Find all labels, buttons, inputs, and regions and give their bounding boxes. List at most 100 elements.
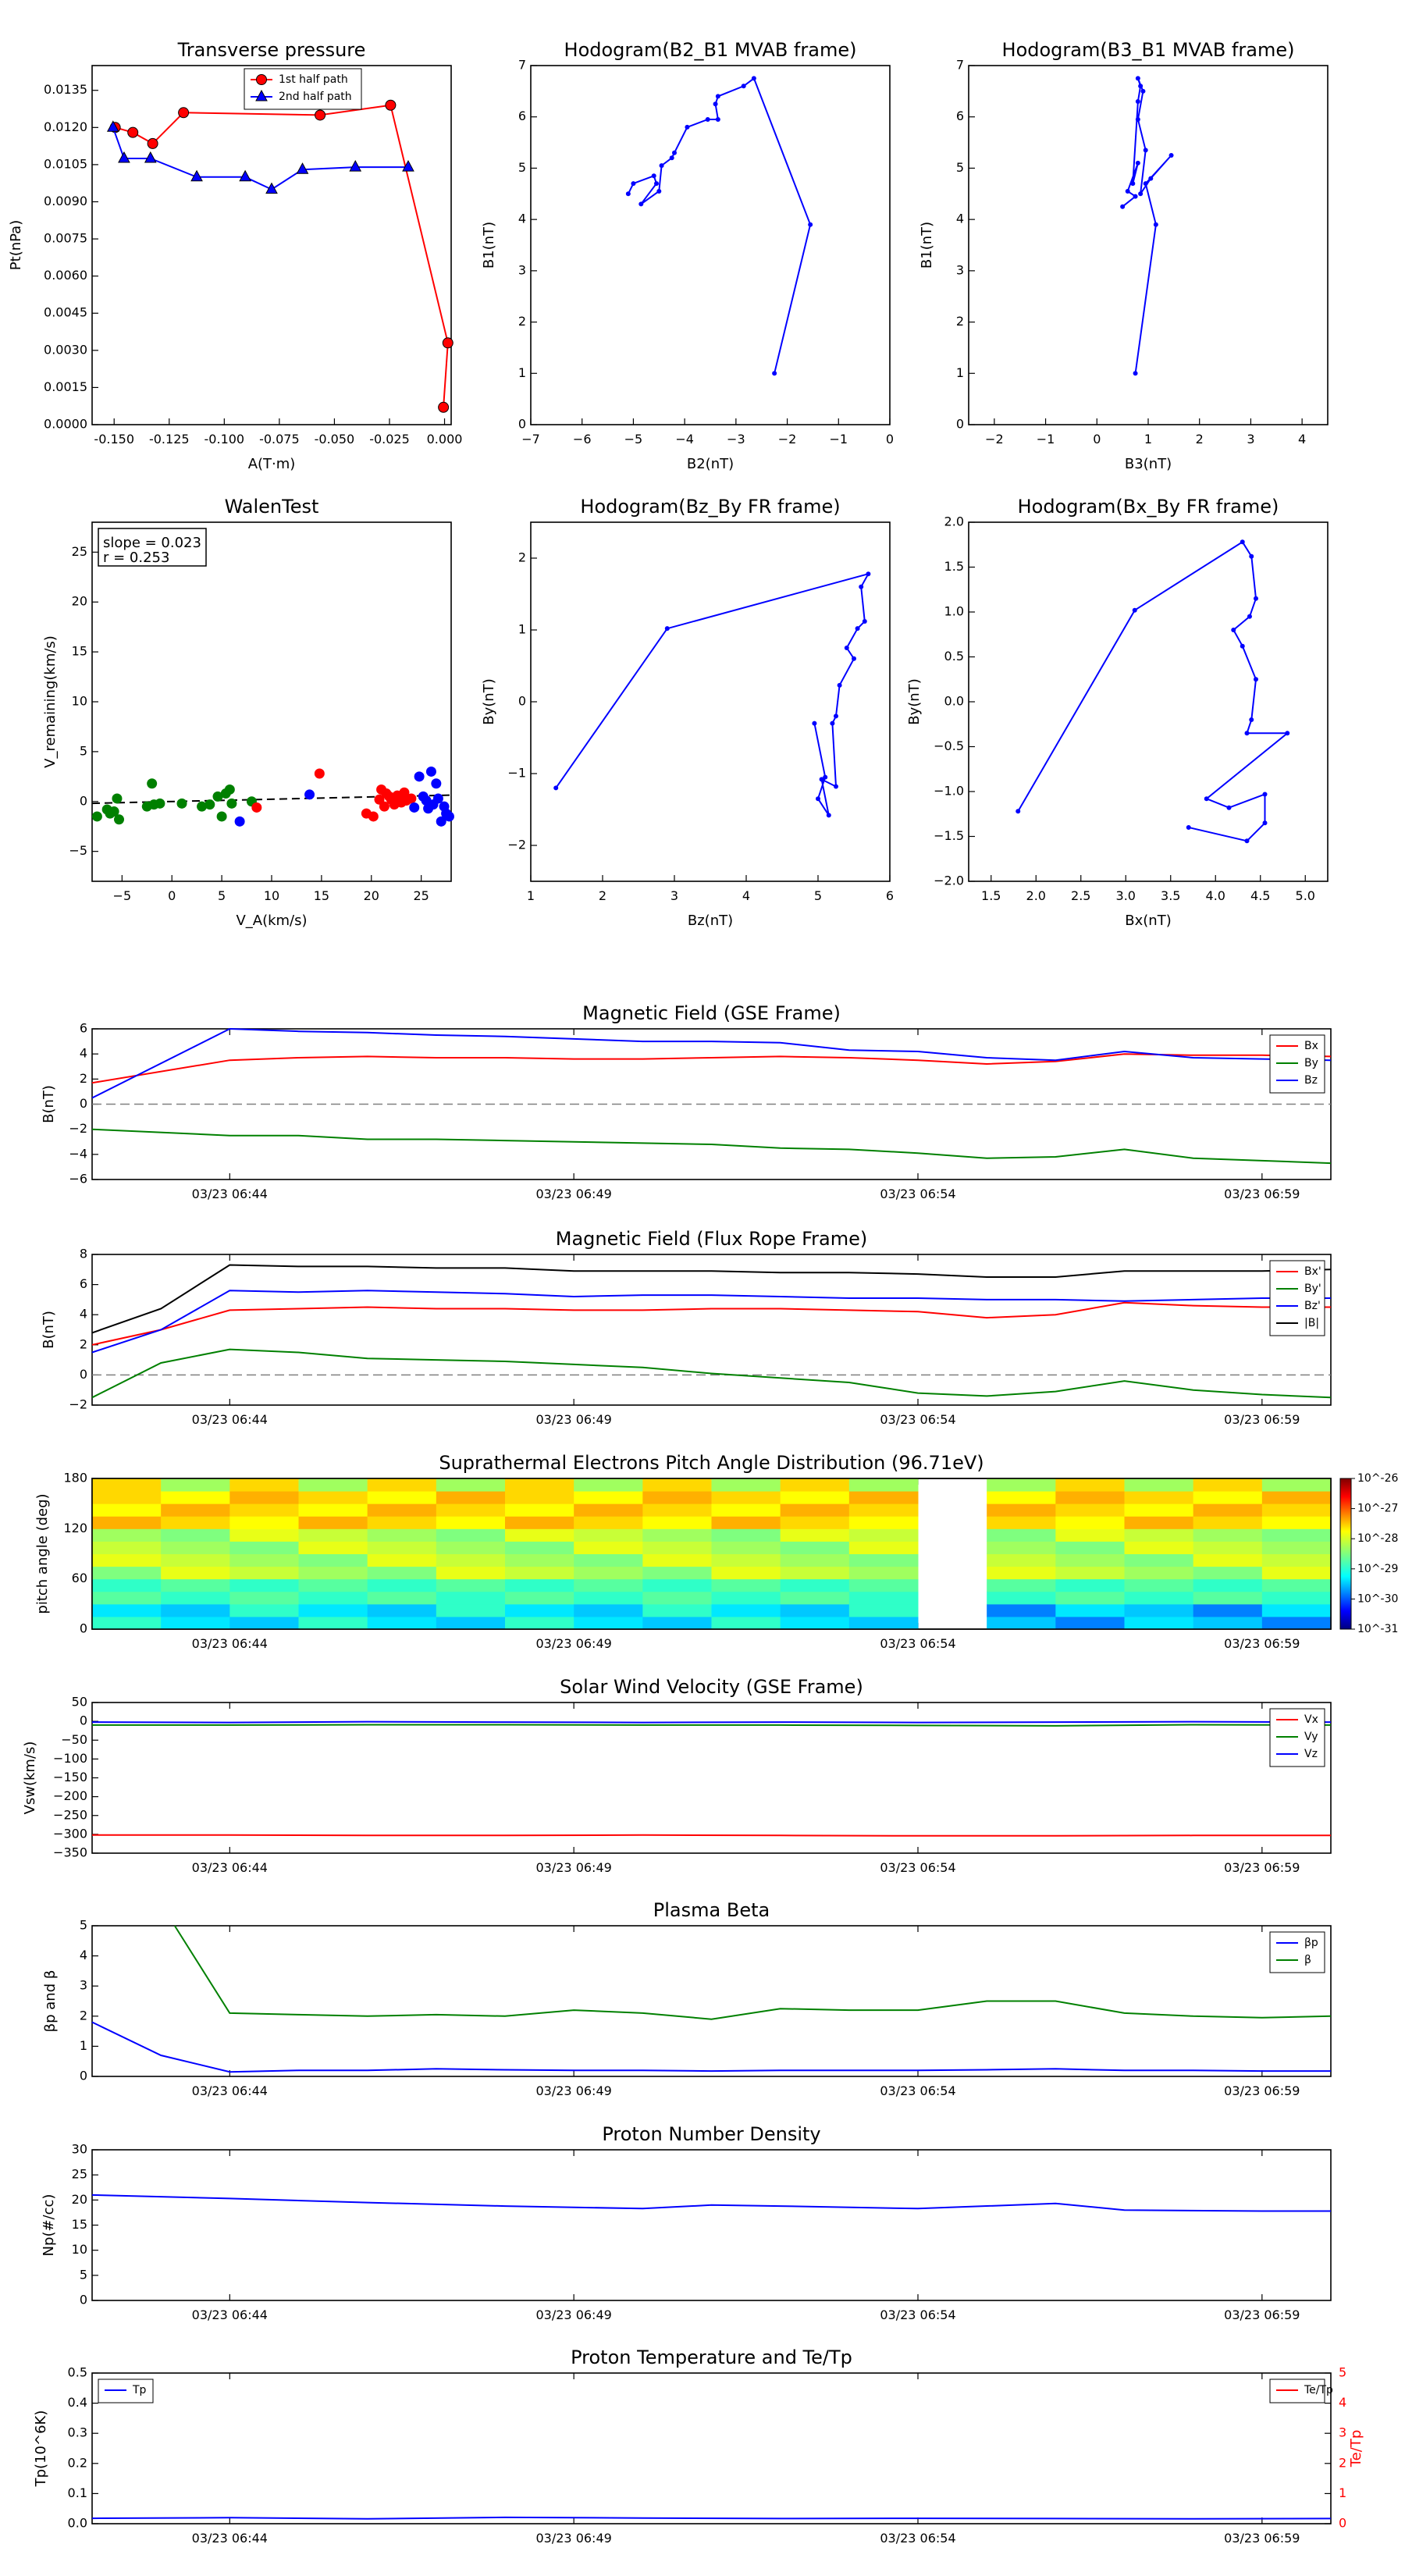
data-point xyxy=(1148,176,1154,181)
data-point xyxy=(1247,614,1252,619)
x-axis-label: B3(nT) xyxy=(1125,456,1172,472)
series-line-Tp xyxy=(91,2516,1332,2520)
heatmap-cell xyxy=(229,1553,299,1567)
heatmap-cell xyxy=(298,1603,368,1617)
y-tick-label: −2 xyxy=(507,838,526,852)
heatmap-cell xyxy=(161,1578,230,1592)
data-point xyxy=(1240,539,1245,545)
chart-panel-4: Hodogram(Bz_By FR frame) −2 −1 0 1 2 1 2 3 4 5 6 By(… xyxy=(481,496,894,929)
data-point xyxy=(436,816,446,827)
data-point xyxy=(654,181,659,187)
series-line-Bz' xyxy=(91,1290,1331,1354)
heatmap-cell xyxy=(92,1603,162,1617)
annotation-r: r = 0.253 xyxy=(103,550,169,566)
chart-panel-12: Proton Temperature and Te/Tp 03/23 06:44 0… xyxy=(33,2347,1364,2546)
heatmap-cell xyxy=(161,1491,230,1504)
y-tick-label: 2.0 xyxy=(944,514,964,529)
colorbar-tick-label: 10^-31 xyxy=(1357,1623,1398,1635)
chart-panel-10: Plasma Beta 03/23 06:44 03/23 06:49 03/23 0… xyxy=(42,1899,1332,2098)
heatmap-cell xyxy=(711,1603,781,1617)
y-tick-label: 7 xyxy=(956,58,964,73)
data-point xyxy=(106,120,119,132)
chart-title: Hodogram(B2_B1 MVAB frame) xyxy=(564,39,857,61)
y-tick-label: −2.0 xyxy=(934,873,964,888)
y-tick-label: 1 xyxy=(1339,2485,1346,2500)
legend-label: 2nd half path xyxy=(279,91,352,103)
x-tick-label: 1 xyxy=(527,888,535,903)
heatmap-cell xyxy=(711,1528,781,1542)
heatmap-cell xyxy=(1055,1566,1125,1580)
heatmap-cell xyxy=(505,1566,574,1580)
plot-frame xyxy=(530,521,891,882)
x-tick-label: −6 xyxy=(573,432,592,447)
heatmap-cell xyxy=(1124,1553,1194,1567)
data-point xyxy=(216,811,227,822)
data-point xyxy=(1120,204,1126,209)
heatmap-cell xyxy=(780,1616,850,1630)
series-line-main xyxy=(91,2194,1331,2212)
series-line-Vx xyxy=(92,1834,1331,1837)
y-tick-label: −2 xyxy=(69,1397,87,1412)
plot-frame xyxy=(91,1478,1332,1630)
heatmap-cell xyxy=(298,1478,368,1492)
y-tick-label: 1.5 xyxy=(944,559,964,574)
heatmap-cell xyxy=(298,1491,368,1504)
heatmap-cell xyxy=(229,1528,299,1542)
data-point xyxy=(178,107,190,119)
heatmap-cell xyxy=(436,1566,506,1580)
data-point xyxy=(385,99,397,111)
x-tick-label: 03/23 06:59 xyxy=(1224,1636,1300,1651)
heatmap-cell xyxy=(1124,1478,1194,1492)
heatmap-cell xyxy=(436,1616,506,1630)
heatmap-cell xyxy=(367,1528,437,1542)
data-point xyxy=(190,169,203,182)
data-point xyxy=(741,84,746,89)
y-tick-label: 30 xyxy=(72,2142,87,2157)
data-point xyxy=(1244,731,1250,736)
heatmap-cell xyxy=(711,1541,781,1554)
legend-box xyxy=(1269,1931,1325,1973)
data-point xyxy=(1285,731,1290,736)
x-tick-label: 03/23 06:59 xyxy=(1224,1860,1300,1875)
heatmap-cell xyxy=(436,1603,506,1617)
data-point xyxy=(402,160,414,172)
heatmap-cell xyxy=(711,1516,781,1529)
heatmap-cell xyxy=(711,1591,781,1605)
data-point xyxy=(197,801,208,812)
heatmap-cell xyxy=(161,1566,230,1580)
x-axis-label: Bx(nT) xyxy=(1125,913,1171,929)
heatmap-cell xyxy=(505,1541,574,1554)
data-point xyxy=(1135,76,1140,81)
heatmap-cell xyxy=(1261,1566,1332,1580)
hodogram-line xyxy=(1017,540,1290,842)
heatmap-cell xyxy=(780,1591,850,1605)
y-tick-label: 0.0045 xyxy=(44,305,87,320)
heatmap-cell xyxy=(1261,1578,1332,1592)
heatmap-cell xyxy=(92,1553,162,1567)
chart-title: Suprathermal Electrons Pitch Angle Distr… xyxy=(439,1452,984,1474)
heatmap-cell xyxy=(1261,1491,1332,1504)
heatmap-cell xyxy=(367,1516,437,1529)
data-point xyxy=(855,626,860,632)
x-tick-label: -0.100 xyxy=(205,432,245,447)
data-point xyxy=(205,799,215,810)
heatmap-cell xyxy=(987,1578,1056,1592)
data-point xyxy=(1153,222,1158,227)
series-line-|B| xyxy=(91,1264,1332,1334)
heatmap-cell xyxy=(848,1528,919,1542)
heatmap-cell xyxy=(711,1566,781,1580)
data-point xyxy=(256,74,267,85)
data-point xyxy=(114,814,124,825)
y-tick-label: −1.0 xyxy=(934,784,964,799)
chart-title: Hodogram(Bx_By FR frame) xyxy=(1018,496,1279,518)
heatmap-cell xyxy=(298,1566,368,1580)
y-tick-label: 1 xyxy=(956,365,964,380)
heatmap-cell xyxy=(1055,1616,1125,1630)
x-tick-label: 03/23 06:54 xyxy=(880,1636,955,1651)
heatmap-cell xyxy=(848,1603,919,1617)
heatmap-cell xyxy=(1124,1528,1194,1542)
series-line-Vy xyxy=(92,1724,1332,1727)
data-point xyxy=(705,117,710,122)
data-point xyxy=(409,802,420,813)
y-tick-label: 2 xyxy=(80,1071,87,1086)
